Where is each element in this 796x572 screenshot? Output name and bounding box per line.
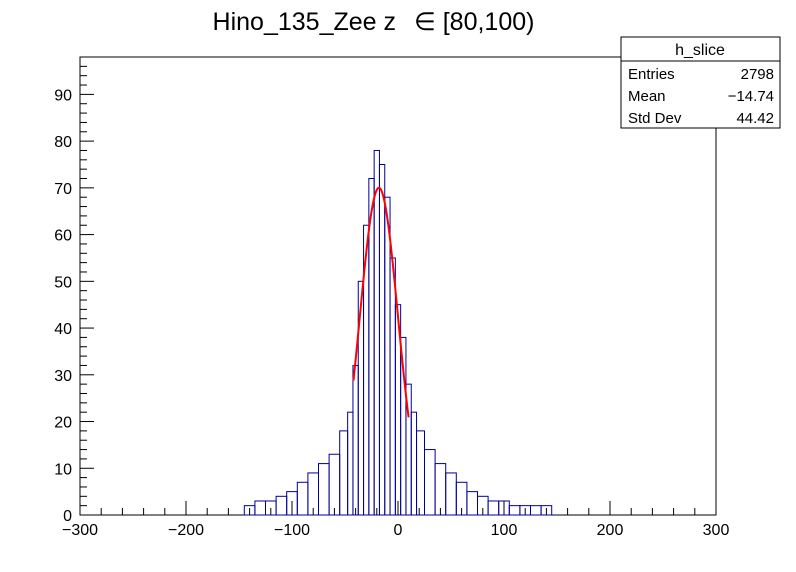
x-tick-label: 0 (394, 522, 403, 539)
x-tick-label: −100 (274, 522, 310, 539)
stats-mean-value: −14.74 (728, 88, 774, 105)
stats-stddev-label: Std Dev (628, 110, 682, 127)
x-tick-label: 200 (597, 522, 624, 539)
stats-box-title: h_slice (675, 42, 725, 59)
histogram-layer (243, 149, 553, 516)
histogram-bin (328, 453, 341, 516)
histogram-bin (347, 411, 354, 516)
fit-curve (352, 186, 410, 418)
x-axis: −300 −200 −100 0 100 200 300 (62, 501, 729, 539)
stats-mean-label: Mean (628, 88, 666, 105)
histogram-bin (339, 430, 349, 516)
histogram-bin (384, 196, 391, 516)
stats-box-frame (620, 36, 781, 129)
stats-stddev-value: 44.42 (736, 110, 774, 127)
y-tick-label: 70 (54, 181, 72, 198)
histogram-bin (530, 505, 542, 516)
histogram-bin (378, 163, 386, 516)
y-tick-label: 30 (54, 368, 72, 385)
histogram-bin (389, 257, 396, 516)
x-tick-label: −200 (168, 522, 204, 539)
chart-title-text: Hino_135_Zee z (213, 8, 396, 36)
histogram-bin (466, 491, 478, 516)
y-tick-label: 50 (54, 274, 72, 291)
histogram-bin (487, 500, 500, 516)
histogram-bin (318, 463, 330, 516)
histogram-bin (296, 481, 309, 516)
svg-text:Hino_135_Zee z: Hino_135_Zee z (213, 8, 396, 36)
x-tick-label: 100 (491, 522, 518, 539)
y-tick-label: 10 (54, 461, 72, 478)
histogram-bin (373, 149, 380, 516)
histogram-bin (254, 500, 266, 516)
y-tick-label: 0 (63, 508, 72, 525)
x-tick-label: 300 (703, 522, 730, 539)
histogram-bin (424, 449, 436, 516)
stats-entries-value: 2798 (741, 66, 774, 83)
y-tick-label: 20 (54, 415, 72, 432)
histogram-bin (352, 364, 359, 516)
histogram-bin (410, 411, 418, 516)
y-tick-label: 60 (54, 228, 72, 245)
histogram-bin (275, 495, 288, 516)
histogram-bin (445, 472, 457, 516)
y-tick-label: 90 (54, 87, 72, 104)
y-tick-label: 80 (54, 134, 72, 151)
chart-title-range: ∈ [80,100) (414, 8, 534, 36)
histogram-bin (508, 505, 521, 516)
x-tick-label: −300 (62, 522, 98, 539)
stats-box: h_slice Entries 2798 Mean −14.74 Std Dev… (620, 36, 781, 129)
histogram-bin (416, 430, 425, 516)
y-tick-label: 40 (54, 321, 72, 338)
y-axis: 0 10 20 30 40 50 60 70 80 90 (54, 56, 94, 525)
chart-title: Hino_135_Zee z ∈ [80,100) (213, 8, 535, 36)
stats-entries-label: Entries (628, 66, 675, 83)
histogram-bin (434, 463, 447, 516)
